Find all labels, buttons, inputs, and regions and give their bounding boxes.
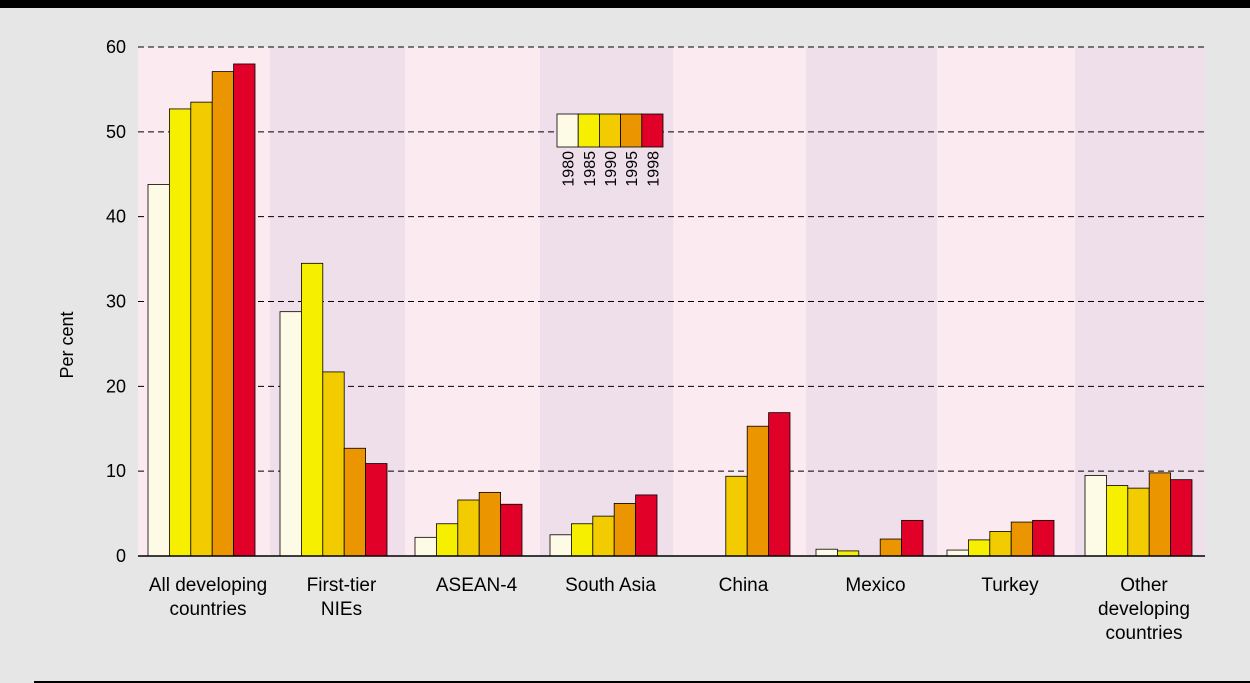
bar-1990 (322, 371, 345, 557)
x-category-label: developing (1098, 599, 1190, 620)
y-tick-label: 50 (106, 122, 126, 142)
category-band (937, 47, 1075, 556)
bar-1980 (1084, 475, 1107, 557)
top-rule (0, 0, 1250, 8)
y-tick-label: 60 (106, 37, 126, 57)
legend-label: 1998 (645, 151, 662, 187)
y-tick-labels: 0 10 20 30 40 50 60 (106, 37, 126, 566)
bar-1985 (1106, 485, 1129, 557)
bar-1990 (1127, 487, 1150, 557)
legend-swatch-1980 (556, 113, 579, 148)
bar-1998 (365, 463, 388, 557)
x-category-label: NIEs (321, 599, 362, 620)
gridlines (138, 46, 1205, 472)
bar-1990 (592, 515, 615, 557)
bar-1980 (279, 311, 302, 557)
bar-1998 (901, 519, 924, 557)
bar-1995 (211, 71, 234, 557)
x-category-label: Turkey (981, 575, 1039, 596)
y-tick-label: 20 (106, 376, 126, 396)
legend-label: 1985 (582, 151, 599, 187)
bar-1998 (500, 503, 523, 557)
legend-label: 1980 (561, 151, 578, 187)
legend-swatch-1995 (620, 113, 643, 148)
bar-1985 (168, 108, 192, 557)
bar-1995 (1148, 472, 1171, 557)
bar-1985 (571, 523, 594, 557)
bar-1998 (233, 63, 256, 557)
bar-1998 (768, 412, 791, 557)
bar-1995 (478, 491, 502, 557)
bar-1990 (725, 475, 748, 557)
x-category-label: China (719, 575, 769, 596)
legend-swatch-1998 (641, 113, 664, 148)
bar-1985 (968, 539, 991, 557)
bar-1990 (190, 101, 213, 557)
bar-1995 (613, 503, 637, 557)
bar-1995 (343, 447, 367, 557)
legend-label: 1995 (624, 151, 641, 187)
bar-1985 (300, 262, 324, 557)
x-category-label: countries (1105, 623, 1182, 644)
y-axis-label: Per cent (57, 311, 77, 378)
bar-1980 (549, 534, 572, 557)
legend-swatch-1990 (599, 113, 622, 148)
legend-swatch-1985 (577, 113, 600, 148)
bar-1998 (1032, 519, 1055, 557)
bar-1995 (879, 538, 903, 557)
x-category-label: Other (1120, 575, 1168, 596)
bar-1980 (815, 548, 838, 557)
bar-1980 (414, 536, 437, 557)
bar-1990 (989, 530, 1012, 557)
bar-1998 (1170, 479, 1193, 557)
y-tick-label: 10 (106, 461, 126, 481)
legend: 1980 1985 1990 1995 1998 (556, 113, 664, 187)
bar-1995 (746, 425, 770, 557)
x-category-label: ASEAN-4 (436, 575, 518, 596)
x-category-label: Mexico (845, 575, 905, 596)
x-category-label: countries (169, 599, 246, 620)
legend-label: 1990 (603, 151, 620, 187)
x-category-label: First-tier (307, 575, 377, 596)
bar-1985 (837, 550, 860, 557)
bar-1998 (635, 494, 658, 557)
bars (147, 63, 1193, 557)
x-category-label: All developing (149, 575, 267, 596)
y-tick-label: 40 (106, 207, 126, 227)
bottom-rule (34, 681, 1250, 683)
bar-1990 (457, 499, 480, 557)
x-category-label: South Asia (565, 575, 656, 596)
y-tick-label: 0 (116, 546, 126, 566)
bar-1980 (147, 184, 170, 557)
x-category-labels: All developing countries First-tier NIEs ASE… (149, 575, 1190, 644)
bar-1985 (435, 523, 459, 557)
bar-1995 (1010, 521, 1034, 557)
bar-1980 (946, 549, 969, 557)
y-tick-label: 30 (106, 292, 126, 312)
